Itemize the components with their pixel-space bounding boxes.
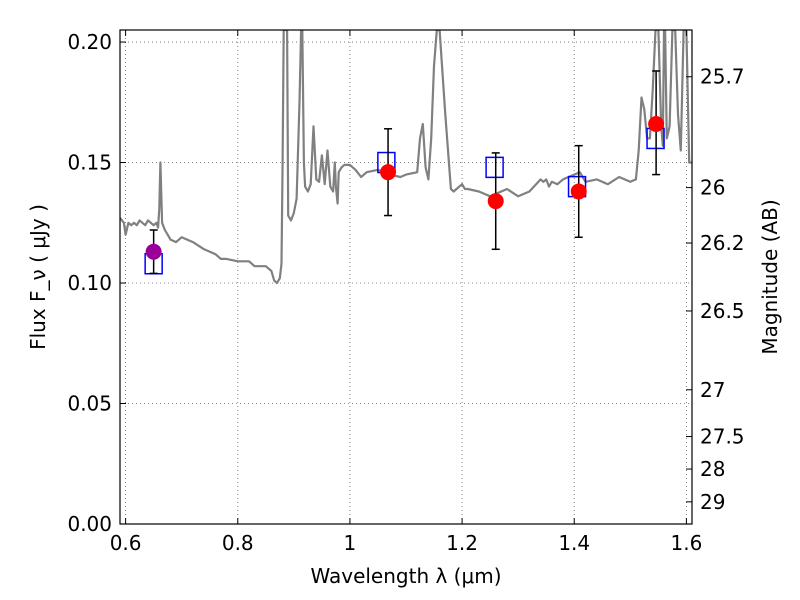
x-tick-label: 1.6 bbox=[670, 531, 702, 555]
observed-flux-point bbox=[570, 183, 587, 200]
y-axis-title: Flux F_ν ( μJy ) bbox=[26, 204, 50, 350]
magnitude-tick-label: 26.5 bbox=[700, 299, 745, 323]
axis-ticks bbox=[120, 30, 692, 525]
magnitude-tick-label: 25.7 bbox=[700, 65, 745, 89]
x-axis-title: Wavelength λ (μm) bbox=[310, 564, 501, 588]
magnitude-tick-label: 26.2 bbox=[700, 231, 745, 255]
magnitude-tick-label: 27.5 bbox=[700, 425, 745, 449]
observed-flux-point bbox=[648, 115, 665, 132]
x-tick-label: 1.2 bbox=[446, 531, 478, 555]
y-tick-label: 0.05 bbox=[67, 392, 112, 416]
magnitude-tick-label: 28 bbox=[700, 457, 725, 481]
magnitude-tick-label: 27 bbox=[700, 378, 725, 402]
y-tick-label: 0.15 bbox=[67, 151, 112, 175]
y-tick-label: 0.00 bbox=[67, 512, 112, 536]
magnitude-tick-label: 29 bbox=[700, 490, 725, 514]
x-tick-label: 0.6 bbox=[110, 531, 142, 555]
plot-frame bbox=[119, 29, 693, 525]
data-points-layer bbox=[144, 70, 665, 275]
observed-flux-point bbox=[145, 243, 162, 260]
model-photometry-square bbox=[485, 156, 504, 179]
x-tick-label: 0.8 bbox=[222, 531, 254, 555]
y-axis-right-title: Magnitude (AB) bbox=[758, 199, 782, 354]
y-tick-label: 0.10 bbox=[67, 271, 112, 295]
observed-flux-point bbox=[487, 193, 504, 210]
y-tick-label: 0.20 bbox=[67, 30, 112, 54]
model-spectrum-layer bbox=[120, 30, 692, 285]
x-tick-label: 1.4 bbox=[558, 531, 590, 555]
model-spectrum-line bbox=[120, 30, 692, 285]
x-tick-label: 1 bbox=[344, 531, 357, 555]
tick-labels: 0.6 0.8 1 1.2 1.4 1.6 0.00 0.05 0.10 0.15 0.20 25.7… bbox=[67, 30, 744, 555]
magnitude-tick-label: 26 bbox=[700, 176, 725, 200]
observed-flux-point bbox=[380, 164, 397, 181]
